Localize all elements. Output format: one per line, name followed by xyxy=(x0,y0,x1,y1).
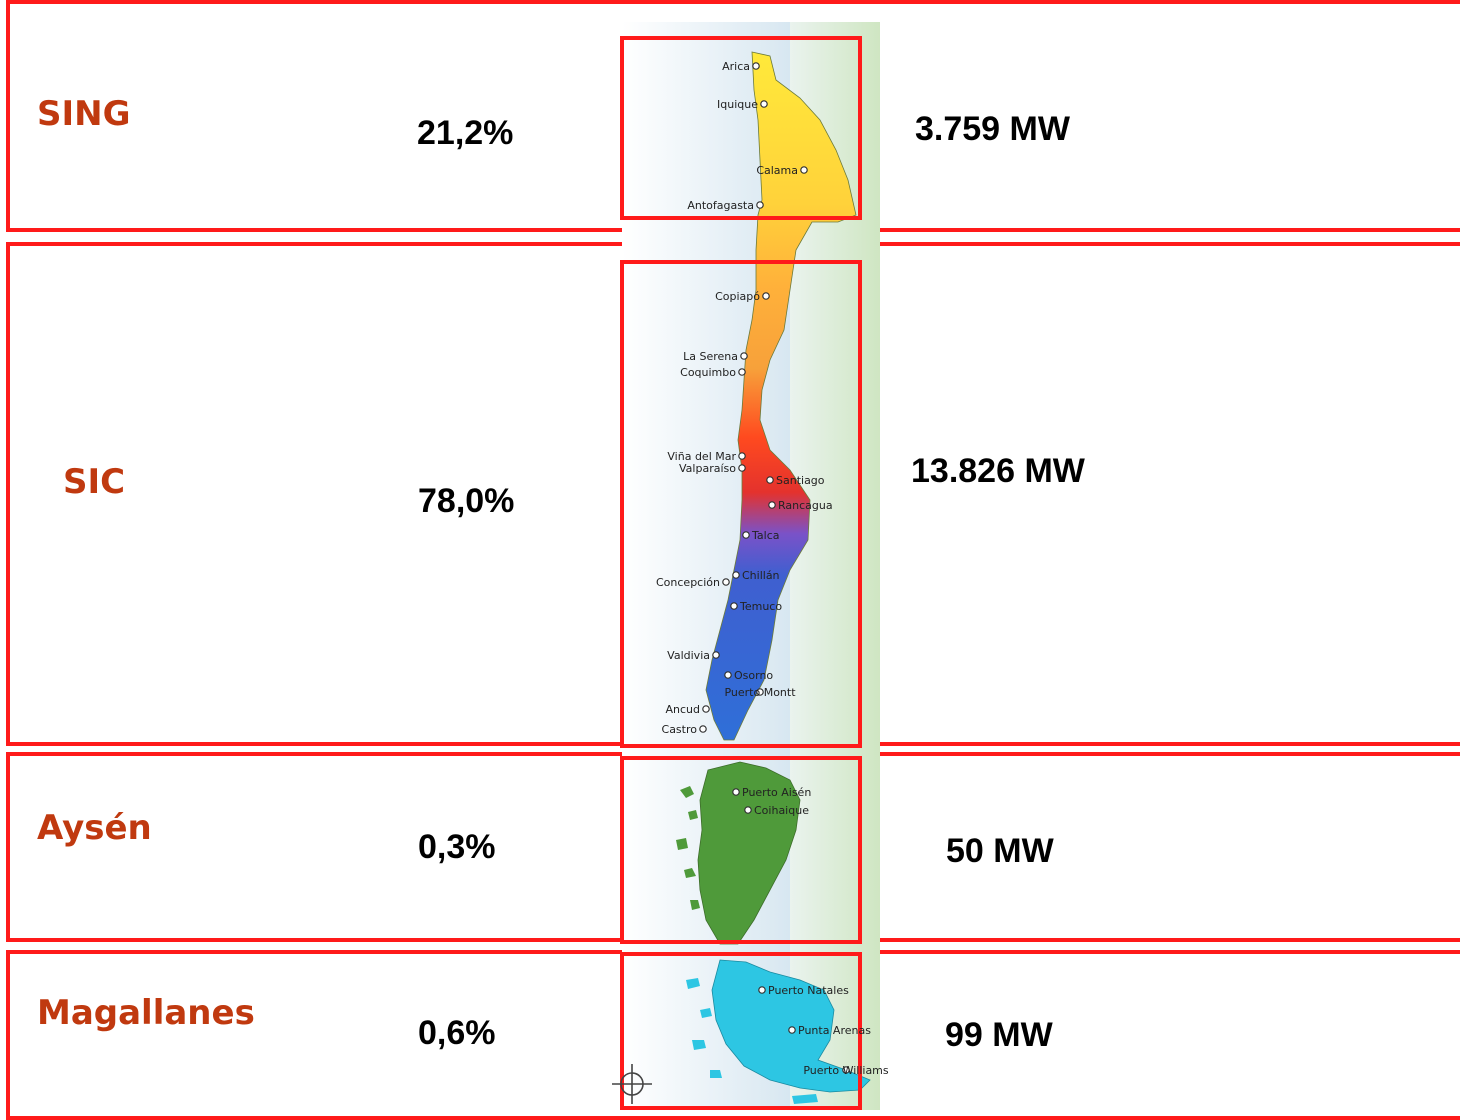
city-label: Coquimbo xyxy=(680,366,736,379)
compass-rose-icon xyxy=(612,1064,652,1104)
capacity-magallanes: 99 MW xyxy=(945,1016,1053,1054)
city-marker xyxy=(724,671,732,679)
city-marker xyxy=(842,1066,850,1074)
city-label: Puerto Aisén xyxy=(742,786,811,799)
city-marker xyxy=(742,531,750,539)
city-label: Castro xyxy=(662,723,698,736)
city-label: Calama xyxy=(756,164,798,177)
city-marker xyxy=(732,788,740,796)
city-marker xyxy=(752,62,760,70)
city-label: Rancagua xyxy=(778,499,833,512)
region-label-aysen: Aysén xyxy=(37,808,152,848)
percent-sic: 78,0% xyxy=(418,482,515,520)
city-label: Chillán xyxy=(742,569,780,582)
city-marker xyxy=(800,166,808,174)
city-marker xyxy=(732,571,740,579)
city-label: Viña del Mar xyxy=(667,450,736,463)
city-marker xyxy=(702,705,710,713)
map-frame-sing xyxy=(620,36,862,220)
city-marker xyxy=(758,986,766,994)
percent-sing: 21,2% xyxy=(417,114,514,152)
city-label: Copiapó xyxy=(715,290,760,303)
city-label: Santiago xyxy=(776,474,825,487)
city-label: Puerto Montt xyxy=(724,686,796,699)
city-marker xyxy=(738,368,746,376)
city-marker xyxy=(740,352,748,360)
city-label: Talca xyxy=(751,529,779,542)
city-label: Valparaíso xyxy=(679,462,736,475)
city-label: Concepción xyxy=(656,576,720,589)
city-marker xyxy=(760,100,768,108)
city-marker xyxy=(756,201,764,209)
city-label: Arica xyxy=(722,60,750,73)
aysen-region xyxy=(697,761,801,945)
percent-magallanes: 0,6% xyxy=(418,1014,496,1052)
region-label-sing: SING xyxy=(37,94,131,134)
capacity-sing: 3.759 MW xyxy=(915,110,1070,148)
capacity-aysen: 50 MW xyxy=(946,832,1054,870)
city-marker xyxy=(722,578,730,586)
city-marker xyxy=(762,292,770,300)
city-label: Puerto Natales xyxy=(768,984,849,997)
city-label: Iquique xyxy=(717,98,758,111)
map-frame-magallanes xyxy=(620,952,862,1110)
city-marker xyxy=(699,725,707,733)
region-label-magallanes: Magallanes xyxy=(37,993,255,1033)
region-label-sic: SIC xyxy=(63,462,126,502)
map-frame-aysen xyxy=(620,756,862,944)
city-label: Coihaique xyxy=(754,804,809,817)
city-label: Temuco xyxy=(739,600,782,613)
capacity-sic: 13.826 MW xyxy=(911,452,1085,490)
city-label: Valdivia xyxy=(667,649,710,662)
city-label: Puerto Williams xyxy=(803,1064,889,1077)
city-marker xyxy=(768,501,776,509)
chile-mainland xyxy=(705,51,857,741)
city-marker xyxy=(788,1026,796,1034)
city-label: Osorno xyxy=(734,669,773,682)
city-marker xyxy=(756,688,764,696)
city-marker xyxy=(730,602,738,610)
city-marker xyxy=(766,476,774,484)
percent-aysen: 0,3% xyxy=(418,828,496,866)
city-label: La Serena xyxy=(683,350,738,363)
city-label: Ancud xyxy=(666,703,701,716)
city-marker xyxy=(738,452,746,460)
city-label: Antofagasta xyxy=(687,199,754,212)
magallanes-region xyxy=(711,959,871,1093)
city-label: Punta Arenas xyxy=(798,1024,871,1037)
city-marker xyxy=(744,806,752,814)
city-marker xyxy=(712,651,720,659)
map-frame-sic xyxy=(620,260,862,748)
city-marker xyxy=(738,464,746,472)
